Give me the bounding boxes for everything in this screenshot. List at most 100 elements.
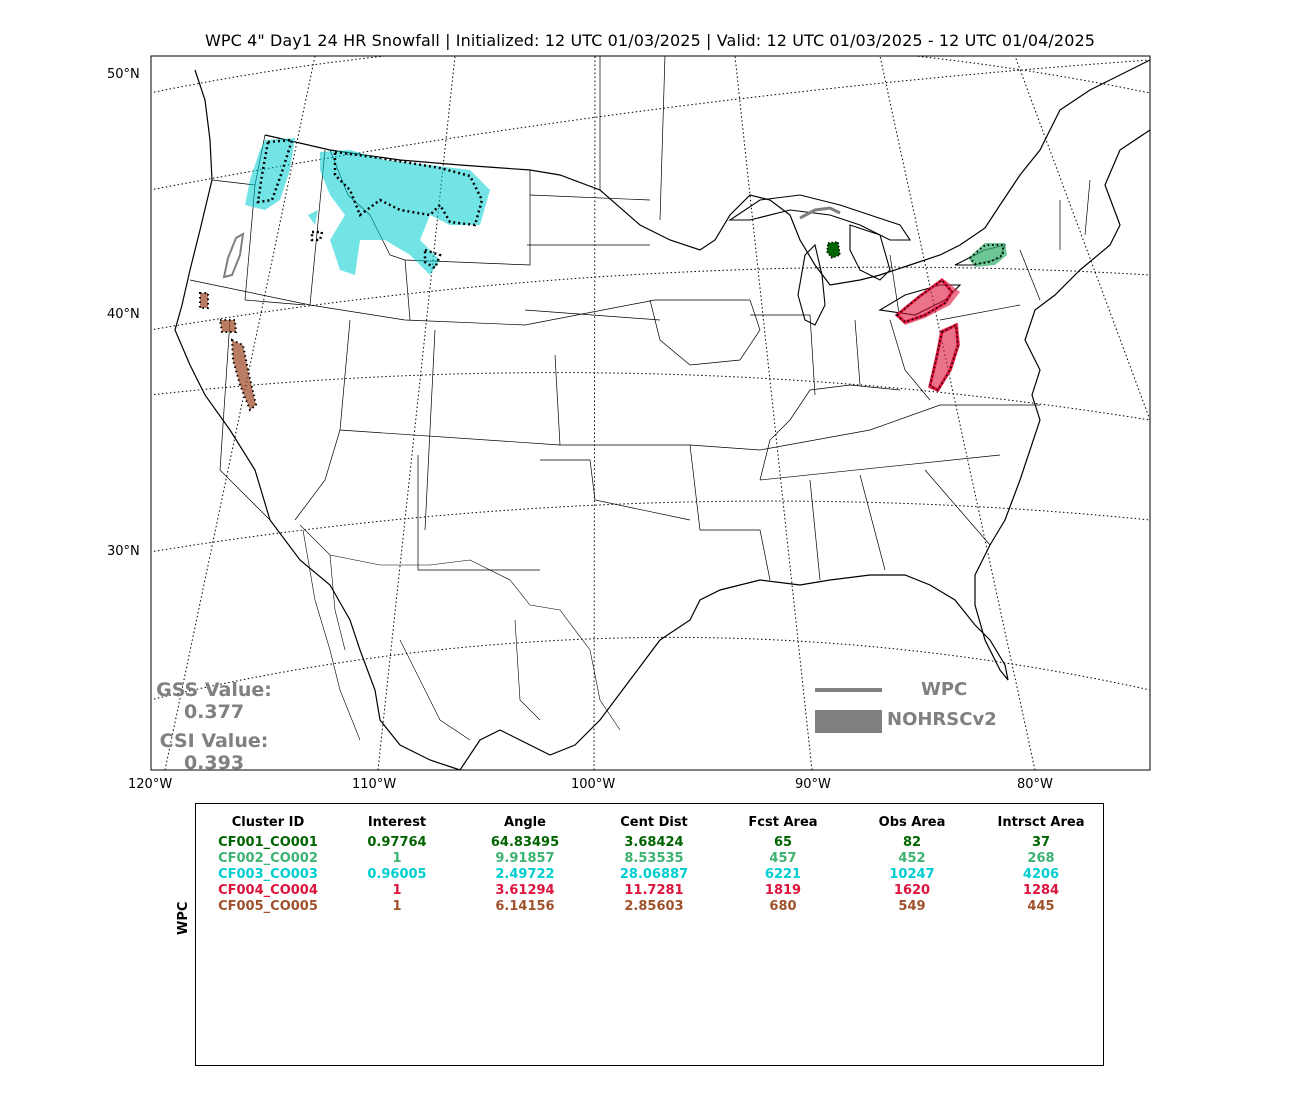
lon-label-120w: 120°W bbox=[128, 777, 173, 792]
gss-value: 0.377 bbox=[183, 701, 245, 723]
table-cell: 680 bbox=[769, 899, 797, 914]
table-cell: 64.83495 bbox=[490, 835, 560, 850]
cf001-observed-area bbox=[827, 242, 840, 258]
table-cell: 82 bbox=[902, 835, 922, 850]
table-cell: 445 bbox=[1027, 899, 1055, 914]
table-cell: CF001_CO001 bbox=[218, 835, 318, 850]
lon-label-100w: 100°W bbox=[571, 777, 616, 792]
table-column: Intrsct Area 37 268 4206 1284 445 bbox=[971, 815, 1111, 915]
table-cell: 3.61294 bbox=[495, 883, 555, 898]
table-cell: 10247 bbox=[889, 867, 935, 882]
wpc-unmatched-outline-upper-mi bbox=[799, 206, 841, 220]
gss-score: GSS Value: 0.377 bbox=[145, 679, 283, 723]
lat-label-40n: 40°N bbox=[107, 307, 140, 322]
cf004-observed-area bbox=[895, 280, 960, 392]
table-cell: 1819 bbox=[764, 883, 802, 898]
table-cell: 28.06887 bbox=[619, 867, 689, 882]
meridian-100w bbox=[593, 56, 596, 770]
lat-label-50n: 50°N bbox=[107, 67, 140, 82]
table-cell: 0.97764 bbox=[367, 835, 427, 850]
table-cell: 6.14156 bbox=[495, 899, 555, 914]
gss-label: GSS Value: bbox=[156, 679, 272, 701]
table-header-cell: Cluster ID bbox=[231, 815, 305, 830]
table-cell: 457 bbox=[769, 851, 797, 866]
legend-nohrsc-label: NOHRSCv2 bbox=[887, 709, 997, 730]
table-cell: 11.7281 bbox=[624, 883, 684, 898]
table-header-cell: Fcst Area bbox=[748, 815, 818, 830]
cf003-observed-area bbox=[245, 138, 490, 275]
table-cell: 37 bbox=[1031, 835, 1051, 850]
table-column: Angle 64.83495 9.91857 2.49722 3.61294 6.1415… bbox=[455, 815, 595, 915]
state-borders bbox=[189, 56, 1091, 581]
cluster-stats-table bbox=[195, 803, 1104, 1066]
parallel-35n bbox=[151, 372, 1150, 421]
cf002-observed-area bbox=[968, 243, 1007, 267]
parallel-30n bbox=[151, 500, 1150, 553]
parallel-45n bbox=[151, 59, 1150, 191]
great-lakes bbox=[728, 194, 1006, 326]
table-cell: 9.91857 bbox=[495, 851, 555, 866]
cf005-observed-area bbox=[200, 293, 256, 410]
table-cell: 0.96005 bbox=[367, 867, 427, 882]
map-frame bbox=[150, 55, 1151, 771]
table-column: Cluster ID CF001_CO001 CF002_CO002 CF003_CO… bbox=[198, 815, 338, 915]
table-cell: 2.85603 bbox=[624, 899, 684, 914]
table-column: Cent Dist 3.68424 8.53535 28.06887 11.7281 2.… bbox=[584, 815, 724, 915]
table-cell: 1 bbox=[392, 851, 402, 866]
table-cell: CF005_CO005 bbox=[218, 899, 318, 914]
table-cell: 1620 bbox=[893, 883, 931, 898]
cluster-cf003 bbox=[245, 138, 490, 275]
table-cell: 268 bbox=[1027, 851, 1055, 866]
table-side-label: WPC bbox=[176, 901, 191, 935]
legend-wpc-label: WPC bbox=[921, 679, 968, 700]
table-cell: 4206 bbox=[1022, 867, 1060, 882]
table-cell: 1284 bbox=[1022, 883, 1060, 898]
table-cell: 1 bbox=[392, 899, 402, 914]
table-column: Fcst Area 65 457 6221 1819 680 bbox=[713, 815, 853, 915]
cluster-cf005 bbox=[199, 292, 258, 412]
cf002-forecast-outline bbox=[968, 244, 1004, 266]
lon-label-90w: 90°W bbox=[795, 777, 831, 792]
us-outline bbox=[174, 59, 1150, 770]
cluster-cf002 bbox=[968, 243, 1007, 267]
lat-label-30n: 30°N bbox=[107, 544, 140, 559]
table-cell: 1 bbox=[392, 883, 402, 898]
table-cell: 549 bbox=[898, 899, 926, 914]
meridian-70w bbox=[1014, 56, 1150, 421]
cf001-forecast-outline bbox=[826, 241, 841, 259]
csi-label: CSI Value: bbox=[159, 730, 269, 752]
lon-label-80w: 80°W bbox=[1017, 777, 1053, 792]
csi-value: 0.393 bbox=[183, 752, 245, 774]
table-column: Obs Area 82 452 10247 1620 549 bbox=[842, 815, 982, 915]
table-cell: CF003_CO003 bbox=[218, 867, 318, 882]
cluster-cf004 bbox=[894, 277, 960, 392]
meridian-80w bbox=[879, 56, 1036, 770]
parallel-50n bbox=[151, 56, 1150, 94]
parallel-40n bbox=[151, 266, 1150, 331]
csi-score: CSI Value: 0.393 bbox=[145, 730, 283, 774]
table-cell: CF002_CO002 bbox=[218, 851, 318, 866]
table-cell: 65 bbox=[773, 835, 793, 850]
meridian-90w bbox=[734, 56, 813, 770]
table-cell: 6221 bbox=[764, 867, 802, 882]
meridian-120w bbox=[164, 56, 316, 770]
table-header-cell: Angle bbox=[504, 815, 546, 830]
table-header-cell: Obs Area bbox=[878, 815, 946, 830]
chart-title: WPC 4" Day1 24 HR Snowfall | Initialized… bbox=[204, 31, 1096, 50]
lon-label-110w: 110°W bbox=[352, 777, 397, 792]
table-cell: 2.49722 bbox=[495, 867, 555, 882]
table-header-cell: Intrsct Area bbox=[997, 815, 1085, 830]
table-cell: CF004_CO004 bbox=[218, 883, 318, 898]
graticule bbox=[151, 56, 1150, 770]
cf004-forecast-dots bbox=[895, 278, 959, 391]
mexico-borders bbox=[299, 524, 621, 741]
table-column: Interest 0.97764 1 0.96005 1 1 bbox=[327, 815, 467, 915]
table-cell: 8.53535 bbox=[624, 851, 684, 866]
cf005-forecast-outline bbox=[199, 292, 258, 412]
legend-nohrsc-swatch bbox=[815, 710, 882, 733]
wpc-unmatched-outline-oregon bbox=[222, 232, 245, 279]
table-header-cell: Interest bbox=[367, 815, 427, 830]
table-cell: 452 bbox=[898, 851, 926, 866]
table-cell: 3.68424 bbox=[624, 835, 684, 850]
